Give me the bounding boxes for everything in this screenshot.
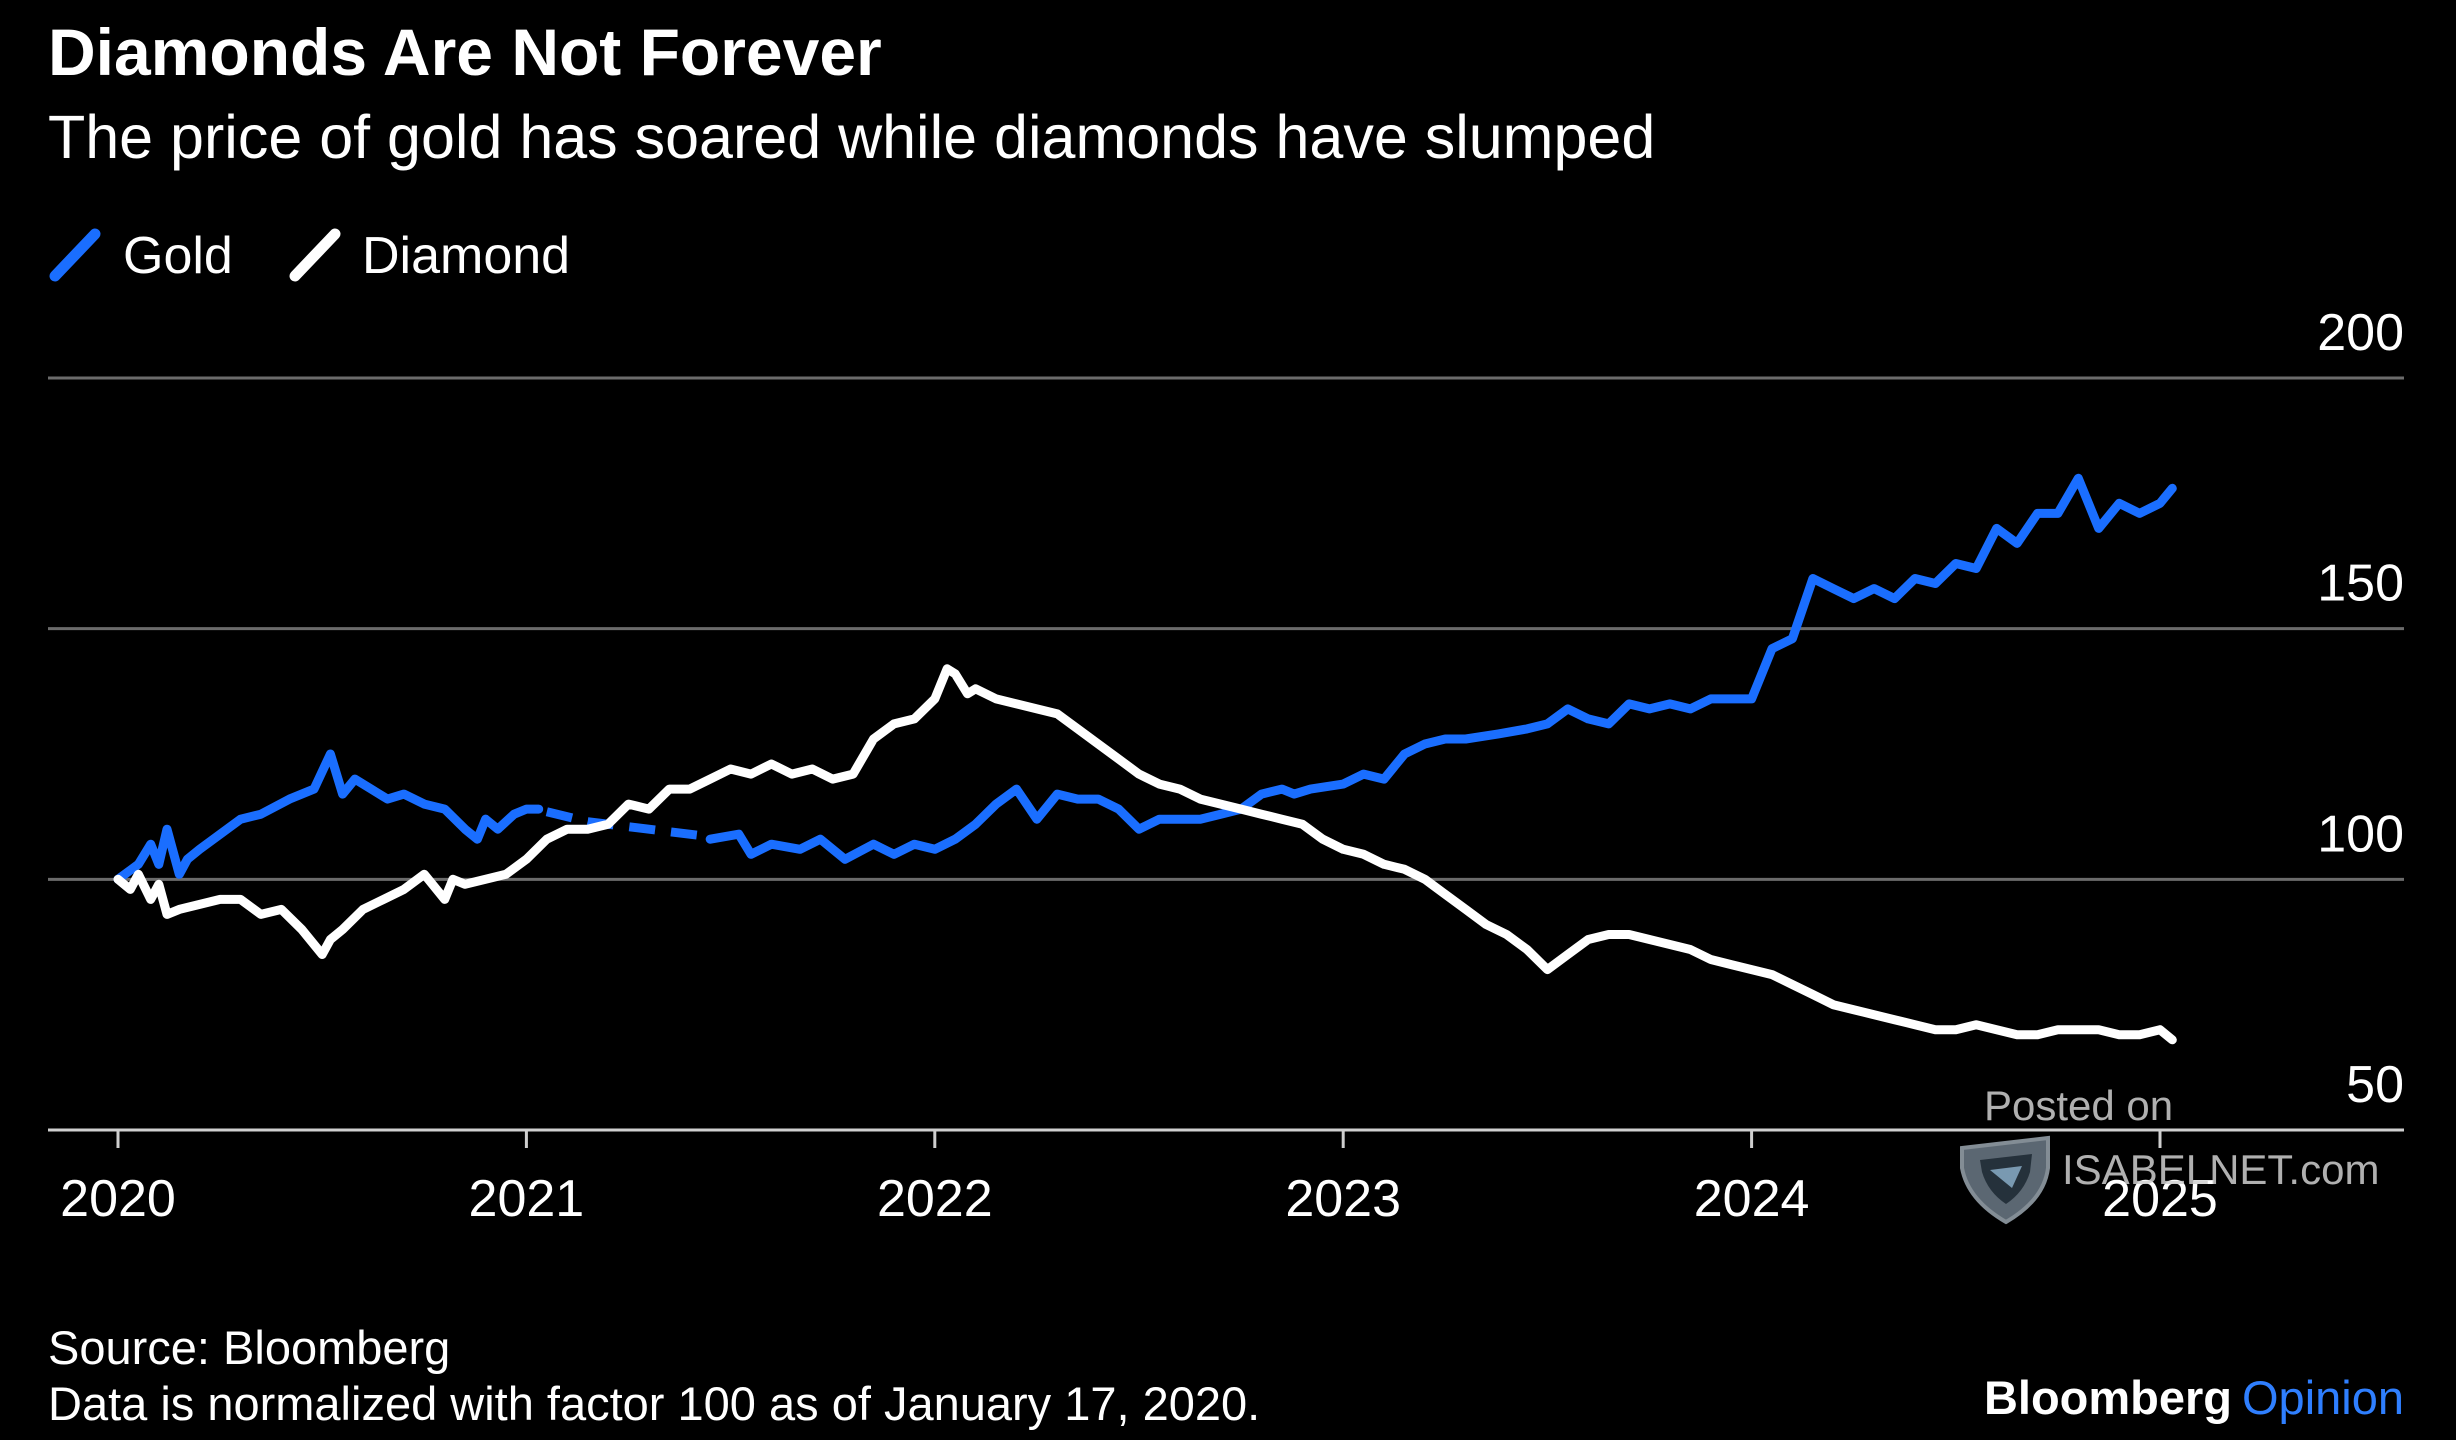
x-axis: 2020 2021 2022 2023 2024 2025	[60, 1130, 2218, 1228]
series-diamond-line-0	[113, 664, 2177, 1045]
y-tick-label-100: 100	[2317, 805, 2404, 863]
normalization-note: Data is normalized with factor 100 as of…	[48, 1377, 1260, 1430]
grid	[48, 376, 2404, 1132]
y-tick-label-150: 150	[2317, 555, 2404, 613]
series-gold-line-1	[545, 807, 711, 842]
legend-diamond-swatch	[289, 228, 341, 282]
watermark-line1: Posted on	[1984, 1082, 2173, 1129]
series	[113, 473, 2177, 1045]
shield-logo-icon	[1960, 1135, 2050, 1225]
chart-title: Diamonds Are Not Forever	[48, 15, 882, 89]
series-gold-line-2	[705, 473, 2177, 864]
x-tick-label-2020: 2020	[60, 1170, 176, 1228]
x-tick-label-2022: 2022	[877, 1170, 993, 1228]
legend: Gold Diamond	[49, 227, 570, 285]
x-tick-label-2025: 2025	[2102, 1170, 2218, 1228]
x-tick-label-2024: 2024	[1694, 1170, 1810, 1228]
brand-main: Bloomberg	[1984, 1371, 2232, 1424]
brand-logo: Bloomberg Opinion	[1984, 1371, 2404, 1424]
chart-subtitle: The price of gold has soared while diamo…	[48, 103, 1655, 171]
source-note: Source: Bloomberg	[48, 1321, 450, 1374]
y-tick-label-50: 50	[2346, 1056, 2404, 1114]
y-axis: 50 100 150 200	[2317, 304, 2404, 1114]
x-tick-label-2023: 2023	[1285, 1170, 1401, 1228]
watermark: Posted on ISABELNET.com	[1960, 1082, 2379, 1225]
legend-diamond-label: Diamond	[362, 227, 570, 285]
legend-gold-swatch	[49, 228, 101, 282]
series-gold-line-0	[113, 749, 544, 884]
series-diamond	[113, 664, 2177, 1045]
series-gold	[113, 473, 2177, 884]
x-tick-label-2021: 2021	[469, 1170, 585, 1228]
watermark-line2: ISABELNET.com	[2062, 1146, 2379, 1193]
legend-gold-label: Gold	[123, 227, 233, 285]
brand-accent: Opinion	[2242, 1371, 2404, 1424]
y-tick-label-200: 200	[2317, 304, 2404, 362]
